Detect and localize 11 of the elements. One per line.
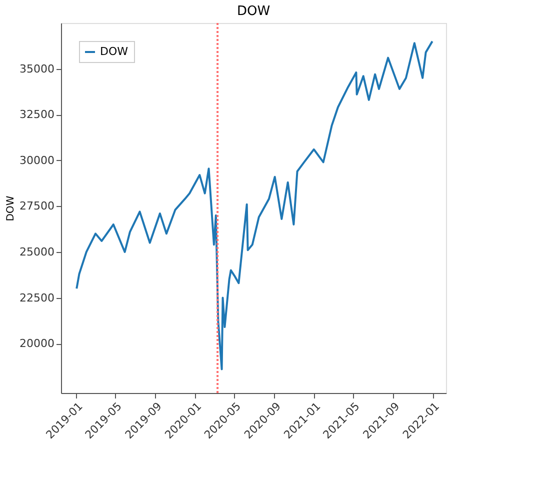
line-series xyxy=(76,40,434,370)
y-tick-label: 25000 xyxy=(20,245,54,258)
y-tick-label: 27500 xyxy=(20,200,54,213)
y-tick-label: 32500 xyxy=(20,108,54,122)
y-tick-label: 20000 xyxy=(20,337,54,350)
y-tick-label: 22500 xyxy=(20,291,54,304)
y-axis-title: DOW xyxy=(6,196,17,222)
legend-label: DOW xyxy=(100,45,128,58)
y-tick-label: 30000 xyxy=(20,154,54,167)
y-tick-label: 35000 xyxy=(20,62,54,76)
chart-title: DOW xyxy=(236,4,270,19)
